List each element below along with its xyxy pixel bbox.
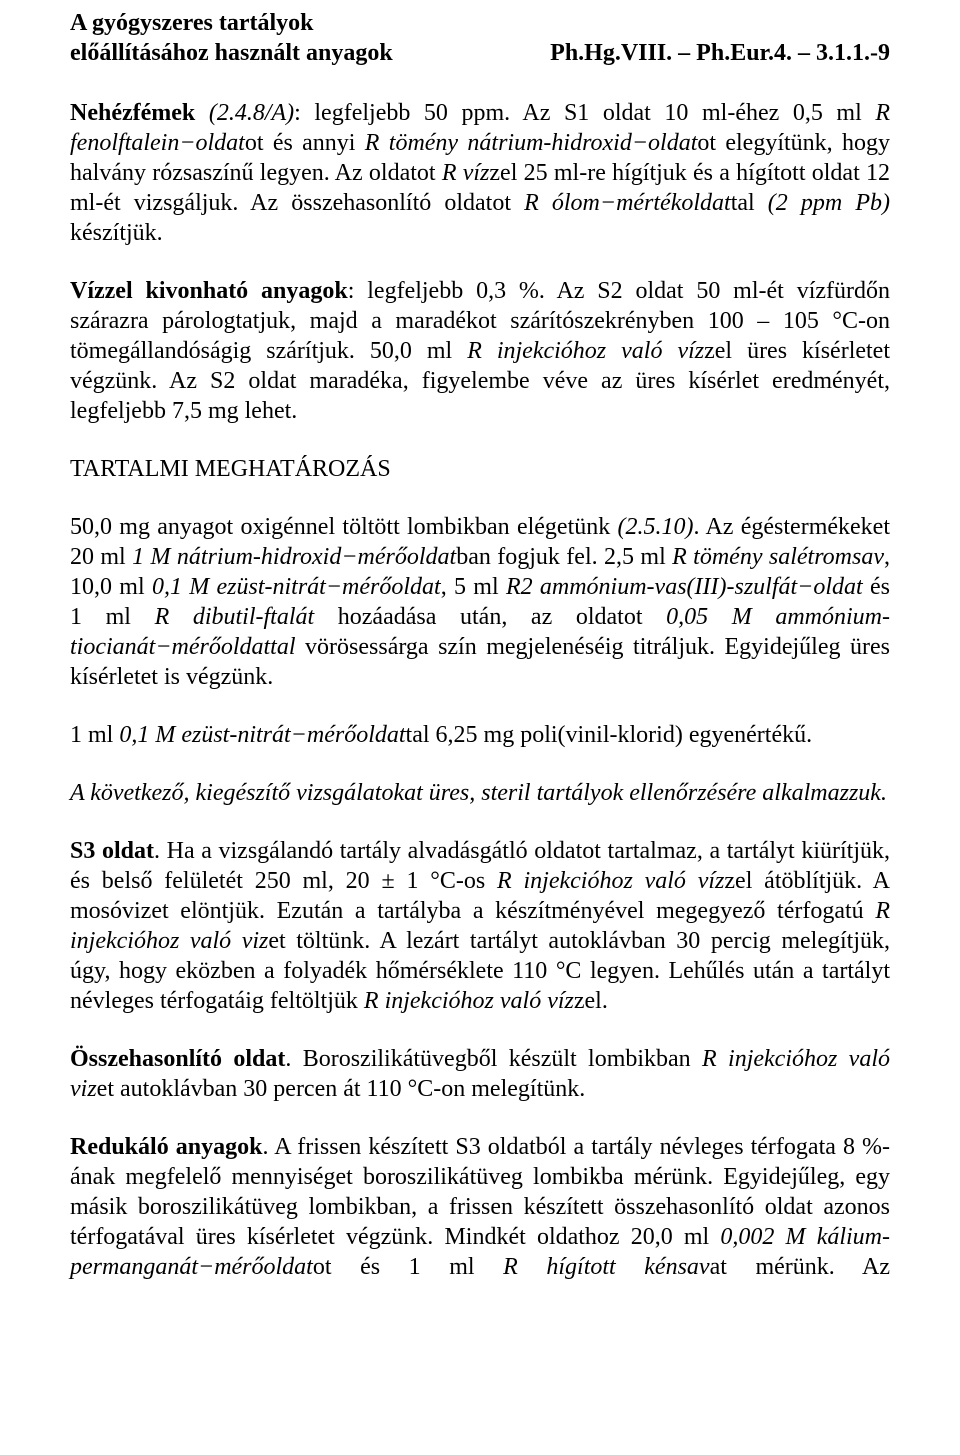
reagent-sulfuric-acid: R hígított kénsav — [503, 1254, 709, 1280]
text: . Boroszilikátüvegből készült lombikban — [285, 1046, 702, 1072]
text: készítjük. — [70, 220, 163, 246]
label-reference: Összehasonlító oldat — [70, 1046, 285, 1072]
reagent-naoh-1m: 1 M nátrium-hidroxid−mérőoldat — [132, 544, 456, 570]
reagent-lead-std: R ólom−mértékoldat — [524, 190, 731, 216]
label-reducing: Redukáló anyagok — [70, 1134, 262, 1160]
text: tal 6,25 mg poli(vinil-klorid) egyenérté… — [406, 722, 813, 748]
text: TARTALMI MEGHATÁROZÁS — [70, 456, 391, 482]
paragraph-assay: 50,0 mg anyagot oxigénnel töltött lombik… — [70, 512, 890, 692]
paragraph-reducing-substances: Redukáló anyagok. A frissen készített S3… — [70, 1132, 890, 1282]
reagent-naoh: R tömény nátrium-hidroxid−oldat — [365, 130, 698, 156]
label-water-extractable: Vízzel kivonható anyagok — [70, 278, 348, 304]
paragraph-water-extractable: Vízzel kivonható anyagok: legfeljebb 0,3… — [70, 276, 890, 426]
reagent-water: R víz — [442, 160, 490, 186]
text: 1 ml — [70, 722, 119, 748]
reagent-injection-water: R injekcióhoz való víz — [467, 338, 704, 364]
reagent-ammonium-iron-sulfate: R2 ammónium-vas(III)-szulfát−oldat — [506, 574, 863, 600]
reagent-nitric-acid: R tömény salétromsav — [672, 544, 884, 570]
ref-2-5-10: (2.5.10) — [618, 514, 694, 540]
reagent-injection-water-4: R injekcióhoz való víz — [364, 988, 574, 1014]
reagent-dibutyl-phthalate: R dibutil-ftalát — [155, 604, 315, 630]
header-left: A gyógyszeres tartályok előállításához h… — [70, 8, 393, 68]
document-page: A gyógyszeres tartályok előállításához h… — [0, 0, 960, 1455]
text: at mérünk. Az — [710, 1254, 890, 1280]
label-heavy-metals: Nehézfémek — [70, 100, 209, 126]
text: 50,0 mg anyagot oxigénnel töltött lombik… — [70, 514, 618, 540]
text: ban fogjuk fel. 2,5 ml — [456, 544, 672, 570]
text: ot és 1 ml — [313, 1254, 503, 1280]
text: ot és annyi — [245, 130, 365, 156]
text: : legfeljebb 50 ppm. Az S1 oldat 10 ml-é… — [294, 100, 875, 126]
text: zel. — [574, 988, 608, 1014]
page-header: A gyógyszeres tartályok előállításához h… — [70, 8, 890, 68]
text: A következő, kiegészítő vizsgálatokat ür… — [70, 780, 887, 806]
header-right: Ph.Hg.VIII. – Ph.Eur.4. – 3.1.1.-9 — [550, 38, 890, 68]
reagent-silver-nitrate: 0,1 M ezüst-nitrát−mérőoldat — [152, 574, 441, 600]
paragraph-heavy-metals: Nehézfémek (2.4.8/A): legfeljebb 50 ppm.… — [70, 98, 890, 248]
paragraph-note: A következő, kiegészítő vizsgálatokat ür… — [70, 778, 890, 808]
paragraph-reference-solution: Összehasonlító oldat. Boroszilikátüvegbő… — [70, 1044, 890, 1104]
paragraph-s3-solution: S3 oldat. Ha a vizsgálandó tartály alvad… — [70, 836, 890, 1016]
header-title-line1: A gyógyszeres tartályok — [70, 8, 393, 38]
header-title-line2: előállításához használt anyagok — [70, 38, 393, 68]
ref-2-4-8a: (2.4.8/A) — [209, 100, 294, 126]
text: , 5 ml — [441, 574, 506, 600]
text: hozáadása után, az oldatot — [314, 604, 666, 630]
label-s3: S3 oldat — [70, 838, 154, 864]
text: et autoklávban 30 percen át 110 °C-on me… — [97, 1076, 586, 1102]
reagent-silver-nitrate-2: 0,1 M ezüst-nitrát−mérőoldat — [119, 722, 405, 748]
paragraph-equivalence: 1 ml 0,1 M ezüst-nitrát−mérőoldattal 6,2… — [70, 720, 890, 750]
heading-assay: TARTALMI MEGHATÁROZÁS — [70, 454, 890, 484]
reagent-injection-water-2: R injekcióhoz való víz — [497, 868, 724, 894]
text: tal — [731, 190, 768, 216]
lead-conc: (2 ppm Pb) — [768, 190, 890, 216]
